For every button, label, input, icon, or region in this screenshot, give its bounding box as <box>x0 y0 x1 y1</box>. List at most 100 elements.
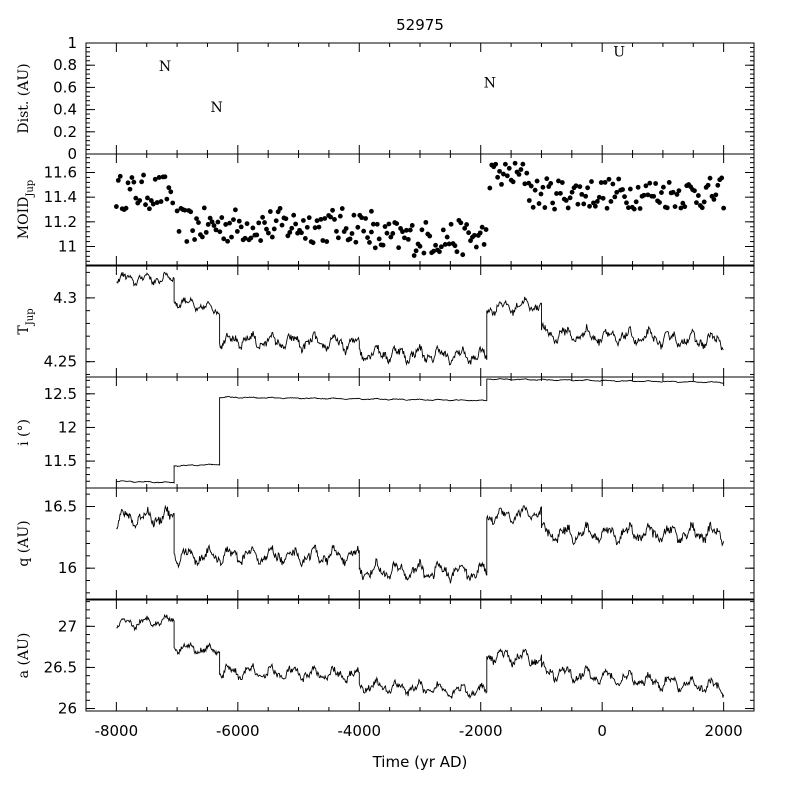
encounter-label: N <box>484 75 496 91</box>
moid-point <box>596 194 602 200</box>
x-tick-label: -4000 <box>337 722 381 740</box>
moid-point <box>565 205 571 211</box>
moid-point <box>477 230 483 236</box>
moid-point <box>431 248 437 254</box>
moid-point <box>411 253 417 258</box>
moid-point <box>266 230 271 236</box>
moid-point <box>540 184 546 190</box>
moid-point <box>335 235 341 241</box>
moid-point <box>258 238 264 243</box>
moid-point <box>168 189 174 195</box>
moid-point <box>502 161 508 167</box>
moid-point <box>145 195 150 201</box>
moid-point <box>504 173 510 179</box>
moid-point <box>587 203 592 209</box>
moid-point <box>150 201 156 207</box>
moid-point <box>320 238 326 243</box>
moid-point <box>719 175 725 181</box>
panel-frame <box>85 42 755 155</box>
moid-point <box>444 234 450 240</box>
moid-point <box>554 191 559 196</box>
series-line-tjup <box>116 271 724 366</box>
moid-point <box>127 186 133 192</box>
moid-point <box>407 227 413 233</box>
moid-point <box>573 183 579 189</box>
moid-point <box>602 179 608 185</box>
x-tick-label: 2000 <box>705 722 743 740</box>
moid-point <box>487 185 493 191</box>
moid-point <box>215 219 221 225</box>
moid-point <box>269 234 275 240</box>
moid-point <box>205 222 211 227</box>
moid-point <box>394 221 400 227</box>
moid-point <box>355 224 361 230</box>
moid-point <box>538 191 544 197</box>
moid-point <box>520 161 526 167</box>
panel-incl: 11.5 12 12.5 i (°) <box>16 376 755 489</box>
moid-point <box>526 198 532 203</box>
y-tick-label: 1 <box>67 34 77 52</box>
moid-point <box>608 199 614 204</box>
panel-moid: 11 11.2 11.4 11.6 MOIDJup <box>16 153 755 266</box>
moid-point <box>544 176 550 182</box>
moid-point <box>152 176 158 182</box>
moid-point <box>277 206 283 211</box>
moid-point <box>466 230 471 236</box>
moid-point <box>242 235 248 241</box>
x-tick-label: -2000 <box>459 722 503 740</box>
moid-point <box>672 204 678 210</box>
moid-point <box>705 182 711 188</box>
moid-point <box>528 183 534 189</box>
moid-point <box>229 234 234 240</box>
moid-point <box>479 224 485 230</box>
y-axis-label: TJup <box>16 308 36 334</box>
encounter-label: N <box>210 100 222 116</box>
x-axis: -8000 -6000 -4000 -2000 0 2000 <box>95 722 743 740</box>
moid-point <box>589 179 594 184</box>
panel-q: 16 16.5 q (AU) <box>16 487 755 600</box>
encounter-label: N <box>159 59 171 75</box>
series-line-q <box>116 504 725 584</box>
moid-point <box>359 215 365 221</box>
moid-point <box>301 218 306 223</box>
moid-point <box>446 241 452 247</box>
moid-point <box>452 243 458 249</box>
moid-point <box>221 236 227 242</box>
moid-point <box>481 242 487 247</box>
moid-point <box>552 206 557 212</box>
moid-point <box>701 199 707 205</box>
moid-point <box>448 221 454 227</box>
moid-point <box>232 207 238 213</box>
moid-point <box>131 179 137 185</box>
y-tick-label: 12.5 <box>44 385 77 403</box>
moid-point <box>291 212 297 218</box>
moid-point <box>501 171 506 177</box>
moid-point <box>626 205 631 211</box>
moid-point <box>682 204 688 210</box>
moid-point <box>365 235 370 241</box>
series-line-a <box>116 613 725 700</box>
y-tick-label: 16.5 <box>44 498 77 516</box>
moid-point <box>264 226 269 232</box>
moid-point <box>225 238 231 244</box>
panel-a: 26 26.5 27 a (AU) <box>16 599 755 718</box>
moid-point <box>614 189 620 195</box>
moid-point <box>227 220 232 226</box>
moid-point <box>577 184 583 190</box>
moid-point <box>499 181 504 187</box>
y-tick-label: 0.8 <box>53 56 77 74</box>
moid-point <box>563 197 569 203</box>
moid-point <box>170 200 176 206</box>
moid-point <box>390 231 396 236</box>
moid-point <box>304 224 310 230</box>
moid-point <box>610 181 616 187</box>
moid-point <box>670 189 676 195</box>
x-tick-label: -6000 <box>216 722 260 740</box>
moid-point <box>351 212 357 218</box>
moid-point <box>651 193 657 199</box>
moid-point <box>660 184 666 190</box>
moid-point <box>166 185 172 191</box>
moid-point <box>117 173 123 179</box>
moid-point <box>707 175 713 181</box>
